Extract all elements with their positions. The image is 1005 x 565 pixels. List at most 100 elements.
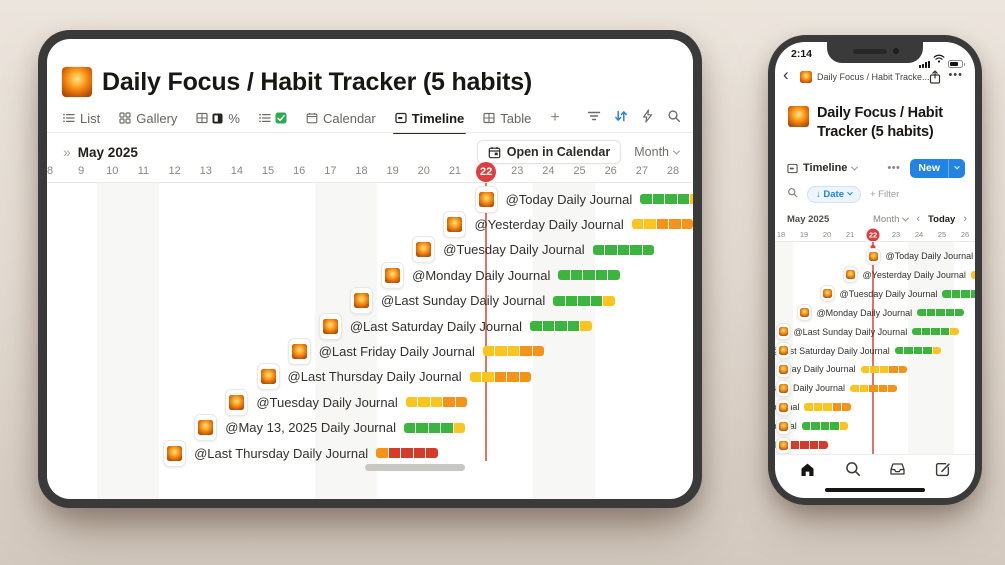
tab-gallery[interactable]: Gallery xyxy=(119,103,177,133)
journal-entry-icon[interactable] xyxy=(776,398,791,416)
timeline-row[interactable]: @Today Daily Journal xyxy=(886,248,976,265)
journal-entry-icon[interactable] xyxy=(381,261,405,289)
tab-checklist[interactable] xyxy=(259,103,287,133)
horizontal-scrollbar[interactable] xyxy=(365,464,465,471)
sunset-thumb xyxy=(779,421,788,431)
timeline-canvas[interactable]: @Today Daily Journal @Yesterday Daily Jou… xyxy=(47,183,693,499)
view-more-icon[interactable]: ••• xyxy=(887,162,901,174)
journal-entry-icon[interactable] xyxy=(776,379,791,397)
timeline-row[interactable]: @Last Thursday Daily Journal xyxy=(775,380,897,397)
tab-table[interactable]: Table xyxy=(483,103,531,133)
axis-date: 21 xyxy=(845,230,855,239)
timeline-row[interactable]: @Yesterday Daily Journal xyxy=(474,211,693,238)
search-icon[interactable] xyxy=(787,185,798,203)
more-options-icon[interactable]: ••• xyxy=(948,69,963,81)
filter-icon[interactable] xyxy=(587,109,601,128)
journal-entry-icon[interactable] xyxy=(163,439,187,467)
journal-entry-icon[interactable] xyxy=(776,360,791,378)
habit-segment-orange xyxy=(443,397,455,408)
timeline-row[interactable]: @Monday Daily Journal xyxy=(817,304,964,321)
timeline-row[interactable]: @Yesterday Daily Journal xyxy=(863,266,975,283)
timeline-row[interactable]: @Last Thursday Daily Journal xyxy=(194,440,438,467)
habit-progress-bar xyxy=(558,270,620,281)
timeline-row[interactable]: @May 13, 2025 Daily Journal xyxy=(225,414,466,441)
journal-entry-icon[interactable] xyxy=(287,337,311,365)
journal-entry-icon[interactable] xyxy=(776,417,791,435)
phone-tab-bar xyxy=(775,454,975,488)
timeline-row[interactable]: @Last Sunday Daily Journal xyxy=(381,287,615,314)
journal-entry-icon[interactable] xyxy=(350,287,373,315)
row-label: @Monday Daily Journal xyxy=(816,307,913,318)
timeline-row[interactable]: @Last Saturday Daily Journal xyxy=(350,313,592,340)
timeline-row[interactable]: @Last Thursday Daily Journal xyxy=(288,363,532,390)
timeline-row[interactable]: @Today Daily Journal xyxy=(506,186,693,213)
journal-entry-icon[interactable] xyxy=(819,285,835,303)
collapse-sidebar-icon[interactable]: » xyxy=(63,144,71,160)
timeline-icon xyxy=(395,112,407,124)
timeline-zoom-select[interactable]: Month xyxy=(873,214,910,225)
sort-date-pill[interactable]: ↓ Date xyxy=(807,185,861,203)
table-icon xyxy=(196,112,209,124)
compose-tab-icon[interactable] xyxy=(935,461,951,482)
chevron-down-icon xyxy=(902,214,910,222)
habit-segment-green xyxy=(578,295,590,306)
journal-entry-icon[interactable] xyxy=(842,266,858,284)
home-indicator[interactable] xyxy=(825,488,925,492)
inbox-tab-icon[interactable] xyxy=(889,462,906,481)
journal-entry-icon[interactable] xyxy=(256,363,280,391)
add-view-button[interactable]: + xyxy=(550,109,560,126)
chevron-down-icon xyxy=(672,147,681,155)
timeline-row[interactable]: @Last Friday Daily Journal xyxy=(319,338,545,365)
automations-lightning-icon[interactable] xyxy=(641,108,654,128)
home-tab-icon[interactable] xyxy=(799,462,816,482)
new-button-dropdown[interactable] xyxy=(948,158,965,178)
journal-entry-icon[interactable] xyxy=(776,436,791,454)
tab-percent[interactable]: % xyxy=(196,103,240,133)
tab-calendar[interactable]: Calendar xyxy=(306,103,376,133)
axis-date: 17 xyxy=(324,165,337,177)
prev-page-icon[interactable]: ‹ xyxy=(916,213,921,225)
journal-entry-icon[interactable] xyxy=(225,388,249,416)
habit-progress-bar xyxy=(894,346,942,355)
timeline-row[interactable]: @Tuesday Daily Journal xyxy=(840,285,975,302)
back-chevron-icon[interactable]: ‹ xyxy=(783,65,789,84)
new-button[interactable]: New xyxy=(910,158,965,178)
journal-entry-icon[interactable] xyxy=(796,304,812,322)
list-icon xyxy=(63,112,75,124)
journal-entry-icon[interactable] xyxy=(194,414,218,442)
journal-entry-icon[interactable] xyxy=(474,185,498,213)
sort-icon[interactable] xyxy=(614,109,628,128)
search-icon[interactable] xyxy=(667,109,681,128)
journal-entry-icon[interactable] xyxy=(776,342,791,359)
habit-segment-green xyxy=(665,194,677,204)
next-page-icon[interactable]: › xyxy=(963,213,967,225)
timeline-row[interactable]: @Last Friday Daily Journal xyxy=(775,361,908,378)
tab-timeline[interactable]: Timeline xyxy=(392,103,466,134)
timeline-row[interactable]: @Tuesday Daily Journal xyxy=(443,236,655,263)
timeline-row[interactable]: @Last Saturday Daily Journal xyxy=(775,342,942,359)
timeline-row[interactable]: @Last Sunday Daily Journal xyxy=(794,323,959,340)
tab-list[interactable]: List xyxy=(63,103,100,133)
journal-entry-icon[interactable] xyxy=(865,247,881,265)
sunset-thumb xyxy=(822,289,832,299)
search-tab-icon[interactable] xyxy=(845,461,861,482)
journal-entry-icon[interactable] xyxy=(443,210,467,238)
page-icon-sunset-image[interactable] xyxy=(62,67,92,97)
share-icon[interactable] xyxy=(929,70,941,89)
habit-segment-yellow xyxy=(870,365,879,374)
timeline-row[interactable]: @Monday Daily Journal xyxy=(412,262,620,289)
add-filter-button[interactable]: + Filter xyxy=(869,188,900,200)
open-in-calendar-button[interactable]: Open in Calendar xyxy=(476,140,622,164)
view-selector-timeline[interactable]: Timeline xyxy=(787,162,859,174)
sunset-thumb xyxy=(260,369,276,385)
timeline-canvas[interactable]: @Today Daily Journal @Yesterday Daily Jou… xyxy=(775,242,975,454)
journal-entry-icon[interactable] xyxy=(412,236,436,264)
journal-entry-icon[interactable] xyxy=(776,323,791,341)
habit-segment-orange xyxy=(878,384,888,393)
habit-segment-green xyxy=(830,422,839,430)
timeline-zoom-select[interactable]: Month xyxy=(634,145,681,159)
timeline-row[interactable]: @Tuesday Daily Journal xyxy=(256,389,468,416)
sunset-thumb xyxy=(779,383,788,393)
today-button[interactable]: Today xyxy=(928,214,956,225)
journal-entry-icon[interactable] xyxy=(318,312,342,340)
